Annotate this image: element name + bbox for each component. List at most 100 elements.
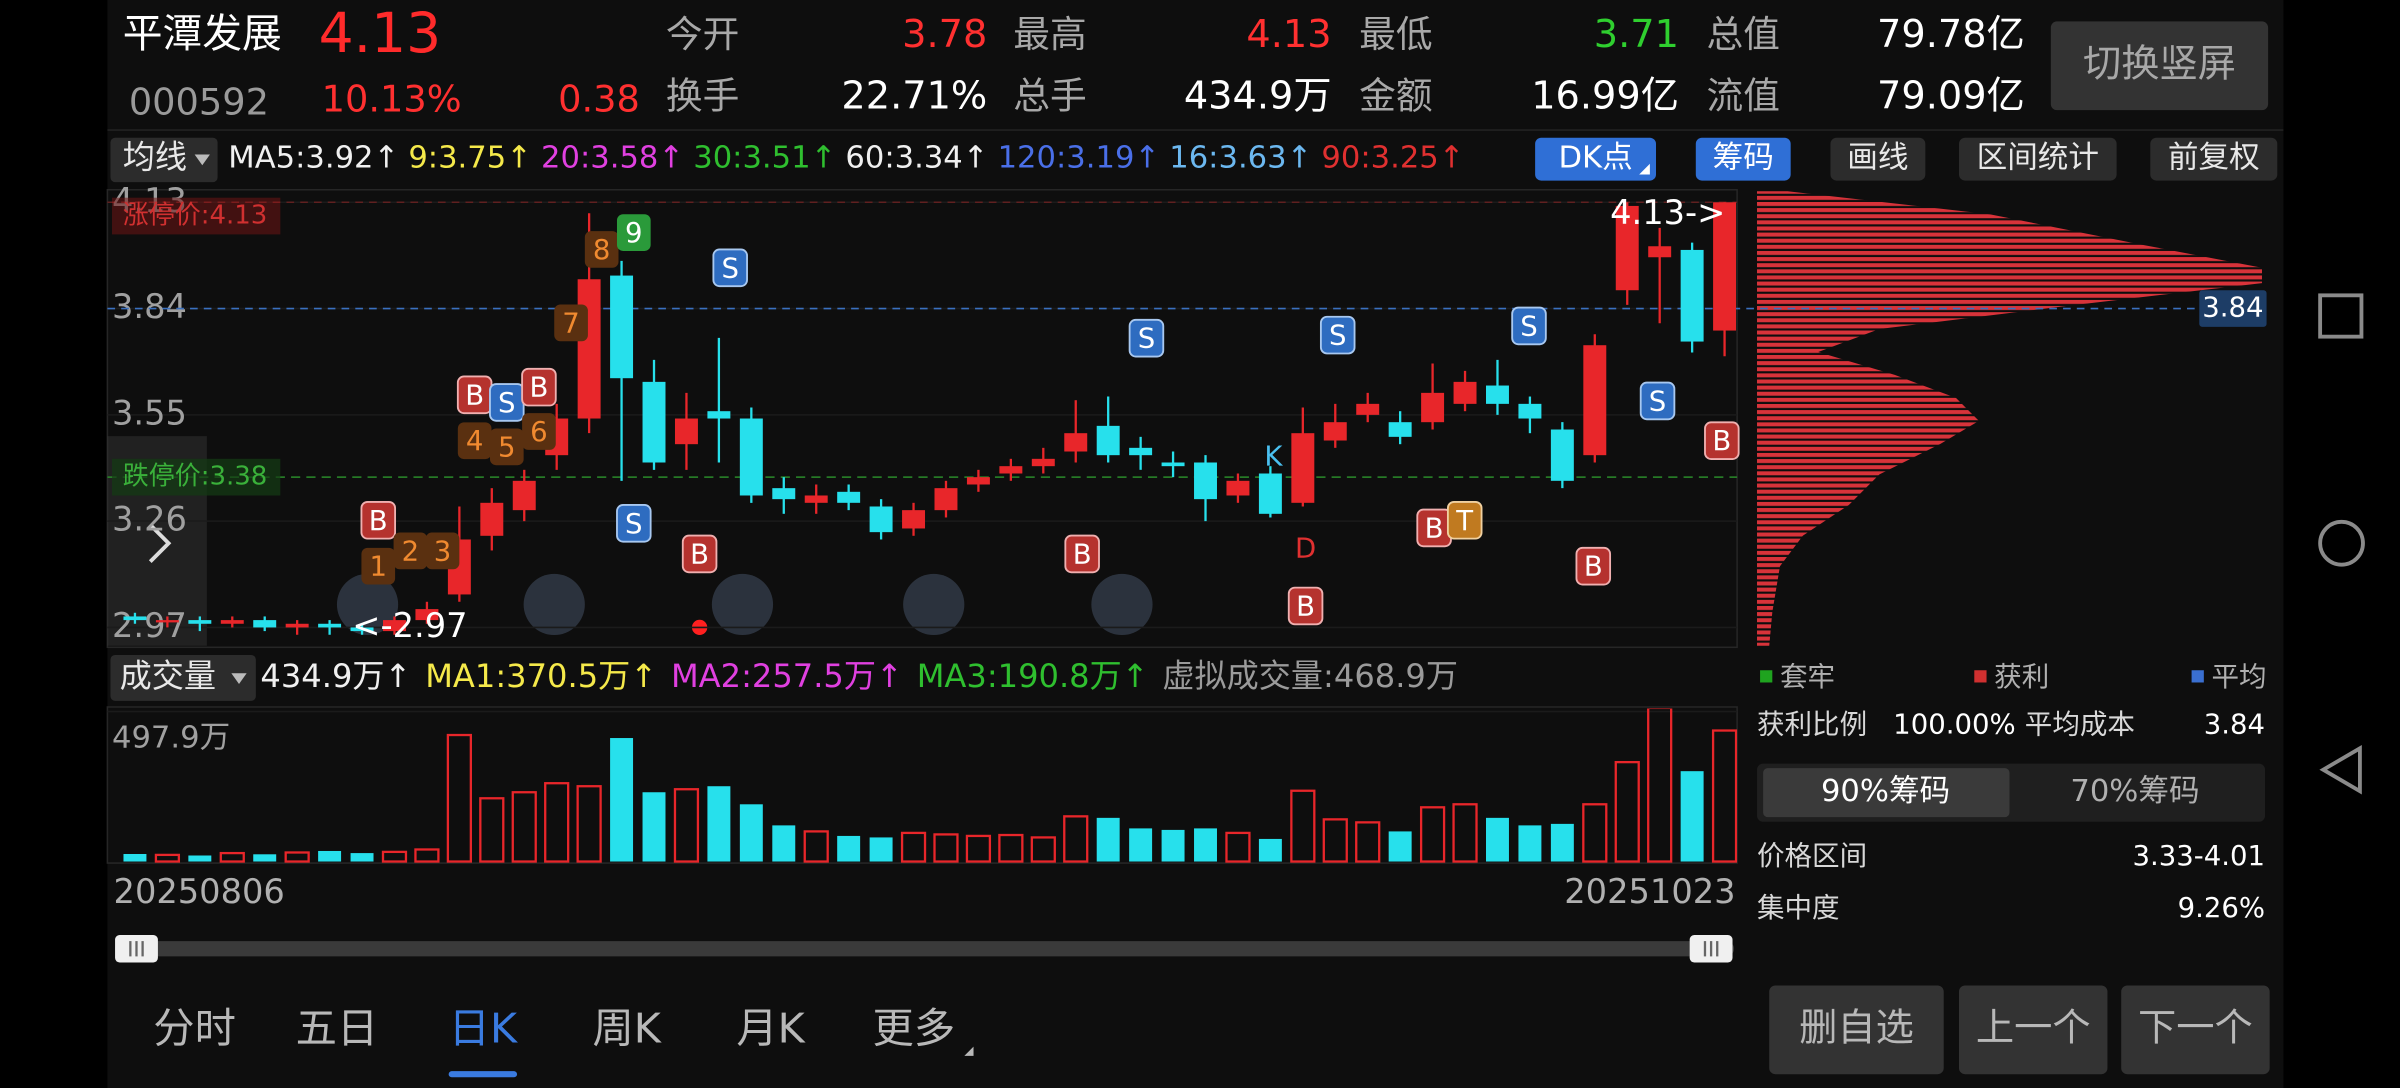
ma-button-bg[interactable] (110, 137, 218, 183)
switch-button[interactable]: 切换竖屏 (2083, 41, 2236, 86)
candle-body (1096, 425, 1120, 456)
candle-body (1323, 422, 1347, 441)
signal-label: 2 (402, 535, 420, 567)
toolbar-button[interactable]: 前复权 (2168, 141, 2260, 176)
ma-button[interactable]: 均线 (123, 138, 187, 176)
action-button-bg[interactable] (1769, 985, 1944, 1075)
tab-underline (448, 1071, 518, 1078)
volume-item: MA1:370.5万↑ (425, 657, 657, 695)
volume-bar (933, 833, 959, 863)
candle-body (1615, 205, 1639, 291)
signal-label: 6 (530, 416, 548, 448)
signal-box (457, 422, 492, 460)
chip-tab[interactable]: 70%筹码 (2070, 774, 2199, 809)
volume-bar (1161, 829, 1185, 862)
candle-body (1583, 345, 1607, 456)
signal-label: 9 (625, 217, 643, 249)
toolbar-button-bg[interactable] (1695, 137, 1791, 181)
period-tab[interactable]: 日K (449, 1004, 518, 1052)
ma-item: MA5:3.92↑ (228, 141, 399, 176)
period-tab[interactable]: 分时 (153, 1004, 236, 1052)
dropdown-icon (194, 154, 210, 166)
dk-corner-icon (1639, 163, 1650, 175)
limit-down-bg (112, 458, 281, 496)
volume-bar (1322, 818, 1348, 863)
toolbar-button-bg[interactable] (1830, 137, 1926, 181)
toolbar-button[interactable]: 画线 (1847, 141, 1908, 176)
date-label: 20250806 (114, 872, 285, 911)
volume-bar (1614, 760, 1640, 863)
legend-label: 平均 (2211, 661, 2266, 693)
candle-body (318, 623, 342, 628)
legend-swatch (1974, 670, 1987, 683)
nav-recent[interactable] (2318, 293, 2364, 339)
signal-label: S (721, 252, 738, 284)
signal-label: S (1138, 323, 1155, 355)
signal-box (1319, 315, 1356, 355)
action-button[interactable]: 删自选 (1799, 1005, 1914, 1050)
switch-button-bg[interactable] (2050, 21, 2269, 111)
period-tab[interactable]: 更多 (873, 1004, 956, 1052)
chip-tab[interactable]: 90%筹码 (1821, 774, 1950, 809)
toolbar-button[interactable]: 筹码 (1713, 141, 1774, 176)
chip-distribution (1757, 191, 2262, 646)
toolbar-button[interactable]: 区间统计 (1977, 141, 2099, 176)
volume-bar (837, 835, 861, 862)
volume-bar (1290, 789, 1316, 863)
volume-bar (965, 834, 992, 863)
signal-box (1639, 381, 1676, 421)
candle-body (869, 506, 893, 533)
candle-body (188, 620, 212, 624)
action-button[interactable]: 下一个 (2138, 1005, 2253, 1050)
field-value: 16.99亿 (1531, 73, 1679, 118)
toolbar-button[interactable]: DK点 (1558, 141, 1632, 176)
dropdown-icon (231, 673, 247, 685)
volume-bar (642, 792, 666, 862)
period-tab[interactable]: 五日 (296, 1004, 379, 1052)
volume-bars (123, 708, 1738, 863)
toolbar-button-bg[interactable] (2150, 137, 2278, 181)
candle-body (1713, 202, 1737, 331)
candle-body (934, 488, 958, 511)
candle-body (253, 620, 277, 628)
candle-body (123, 616, 147, 621)
toolbar-button-bg[interactable] (1535, 137, 1657, 181)
period-tab[interactable]: 周K (592, 1004, 661, 1052)
limit-down-label: 跌停价:3.38 (123, 462, 268, 492)
nav-home[interactable] (2318, 519, 2365, 567)
price-frame (106, 188, 1738, 649)
candle-body (1388, 422, 1412, 437)
candle-body (1064, 433, 1088, 452)
signal-box (1704, 421, 1740, 460)
period-tab[interactable]: 月K (736, 1004, 805, 1052)
signal-box (616, 214, 651, 251)
signal-label: S (1520, 310, 1537, 342)
candle-body (350, 627, 374, 632)
signal-label: 4 (466, 425, 484, 457)
signal-label: 5 (498, 431, 516, 463)
volume-bar (707, 786, 731, 862)
scrollbar[interactable] (115, 941, 1735, 957)
action-button-bg[interactable] (1958, 985, 2108, 1075)
volume-button[interactable]: 成交量 (120, 657, 216, 695)
candle-body (1486, 385, 1509, 404)
volume-bar (673, 788, 700, 863)
volume-button-bg[interactable] (110, 654, 256, 701)
volume-bar (1225, 831, 1251, 863)
volume-bar (1355, 821, 1381, 863)
toolbar-button-bg[interactable] (1958, 137, 2117, 181)
y-tick-label: 497.9万 (112, 721, 230, 756)
signal-box (393, 532, 428, 570)
ma-item: 60:3.34↑ (845, 141, 988, 176)
nav-back[interactable] (2319, 744, 2362, 795)
volume-bar (1194, 828, 1217, 862)
volume-bar (1711, 729, 1738, 863)
action-button[interactable]: 上一个 (1976, 1005, 2091, 1050)
signal-label: 1 (369, 551, 387, 583)
volume-bar (479, 797, 505, 863)
limit-up-bg (112, 197, 281, 235)
field-value: 79.09亿 (1877, 73, 2025, 118)
action-button-bg[interactable] (2121, 985, 2270, 1075)
field-value: 434.9万 (1184, 73, 1332, 118)
chip-tab-selected[interactable] (1763, 768, 2010, 818)
